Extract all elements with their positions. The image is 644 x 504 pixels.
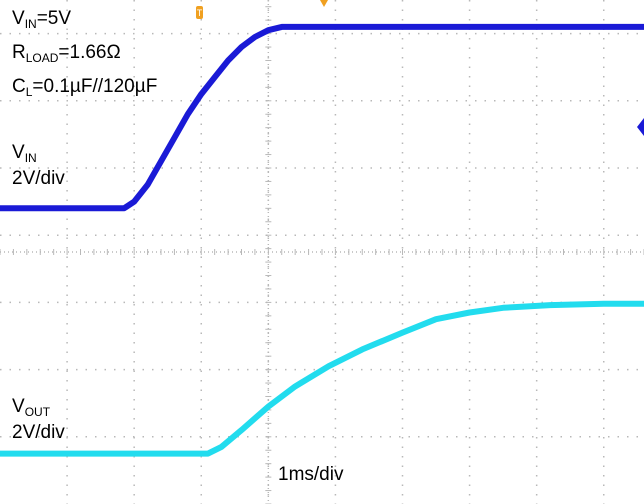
- vin-channel-label: VIN: [12, 142, 37, 165]
- vin-condition-label: VIN=5V: [12, 8, 72, 31]
- trigger-marker-icon: T: [196, 6, 203, 19]
- rload-condition-label: RLOAD=1.66Ω: [12, 42, 121, 65]
- cl-condition-label: CL=0.1µF//120µF: [12, 76, 158, 99]
- trigger-position-icon: [320, 0, 328, 7]
- vout-scale-label: 2V/div: [12, 422, 65, 443]
- vout-channel-label: VOUT: [12, 396, 51, 419]
- vin-trace: [0, 23, 644, 212]
- vout-trace: [0, 300, 644, 457]
- timebase-label: 1ms/div: [278, 464, 344, 485]
- ch1-ground-arrow-icon: [637, 118, 644, 136]
- svg-text:T: T: [197, 8, 203, 18]
- vin-scale-label: 2V/div: [12, 168, 65, 189]
